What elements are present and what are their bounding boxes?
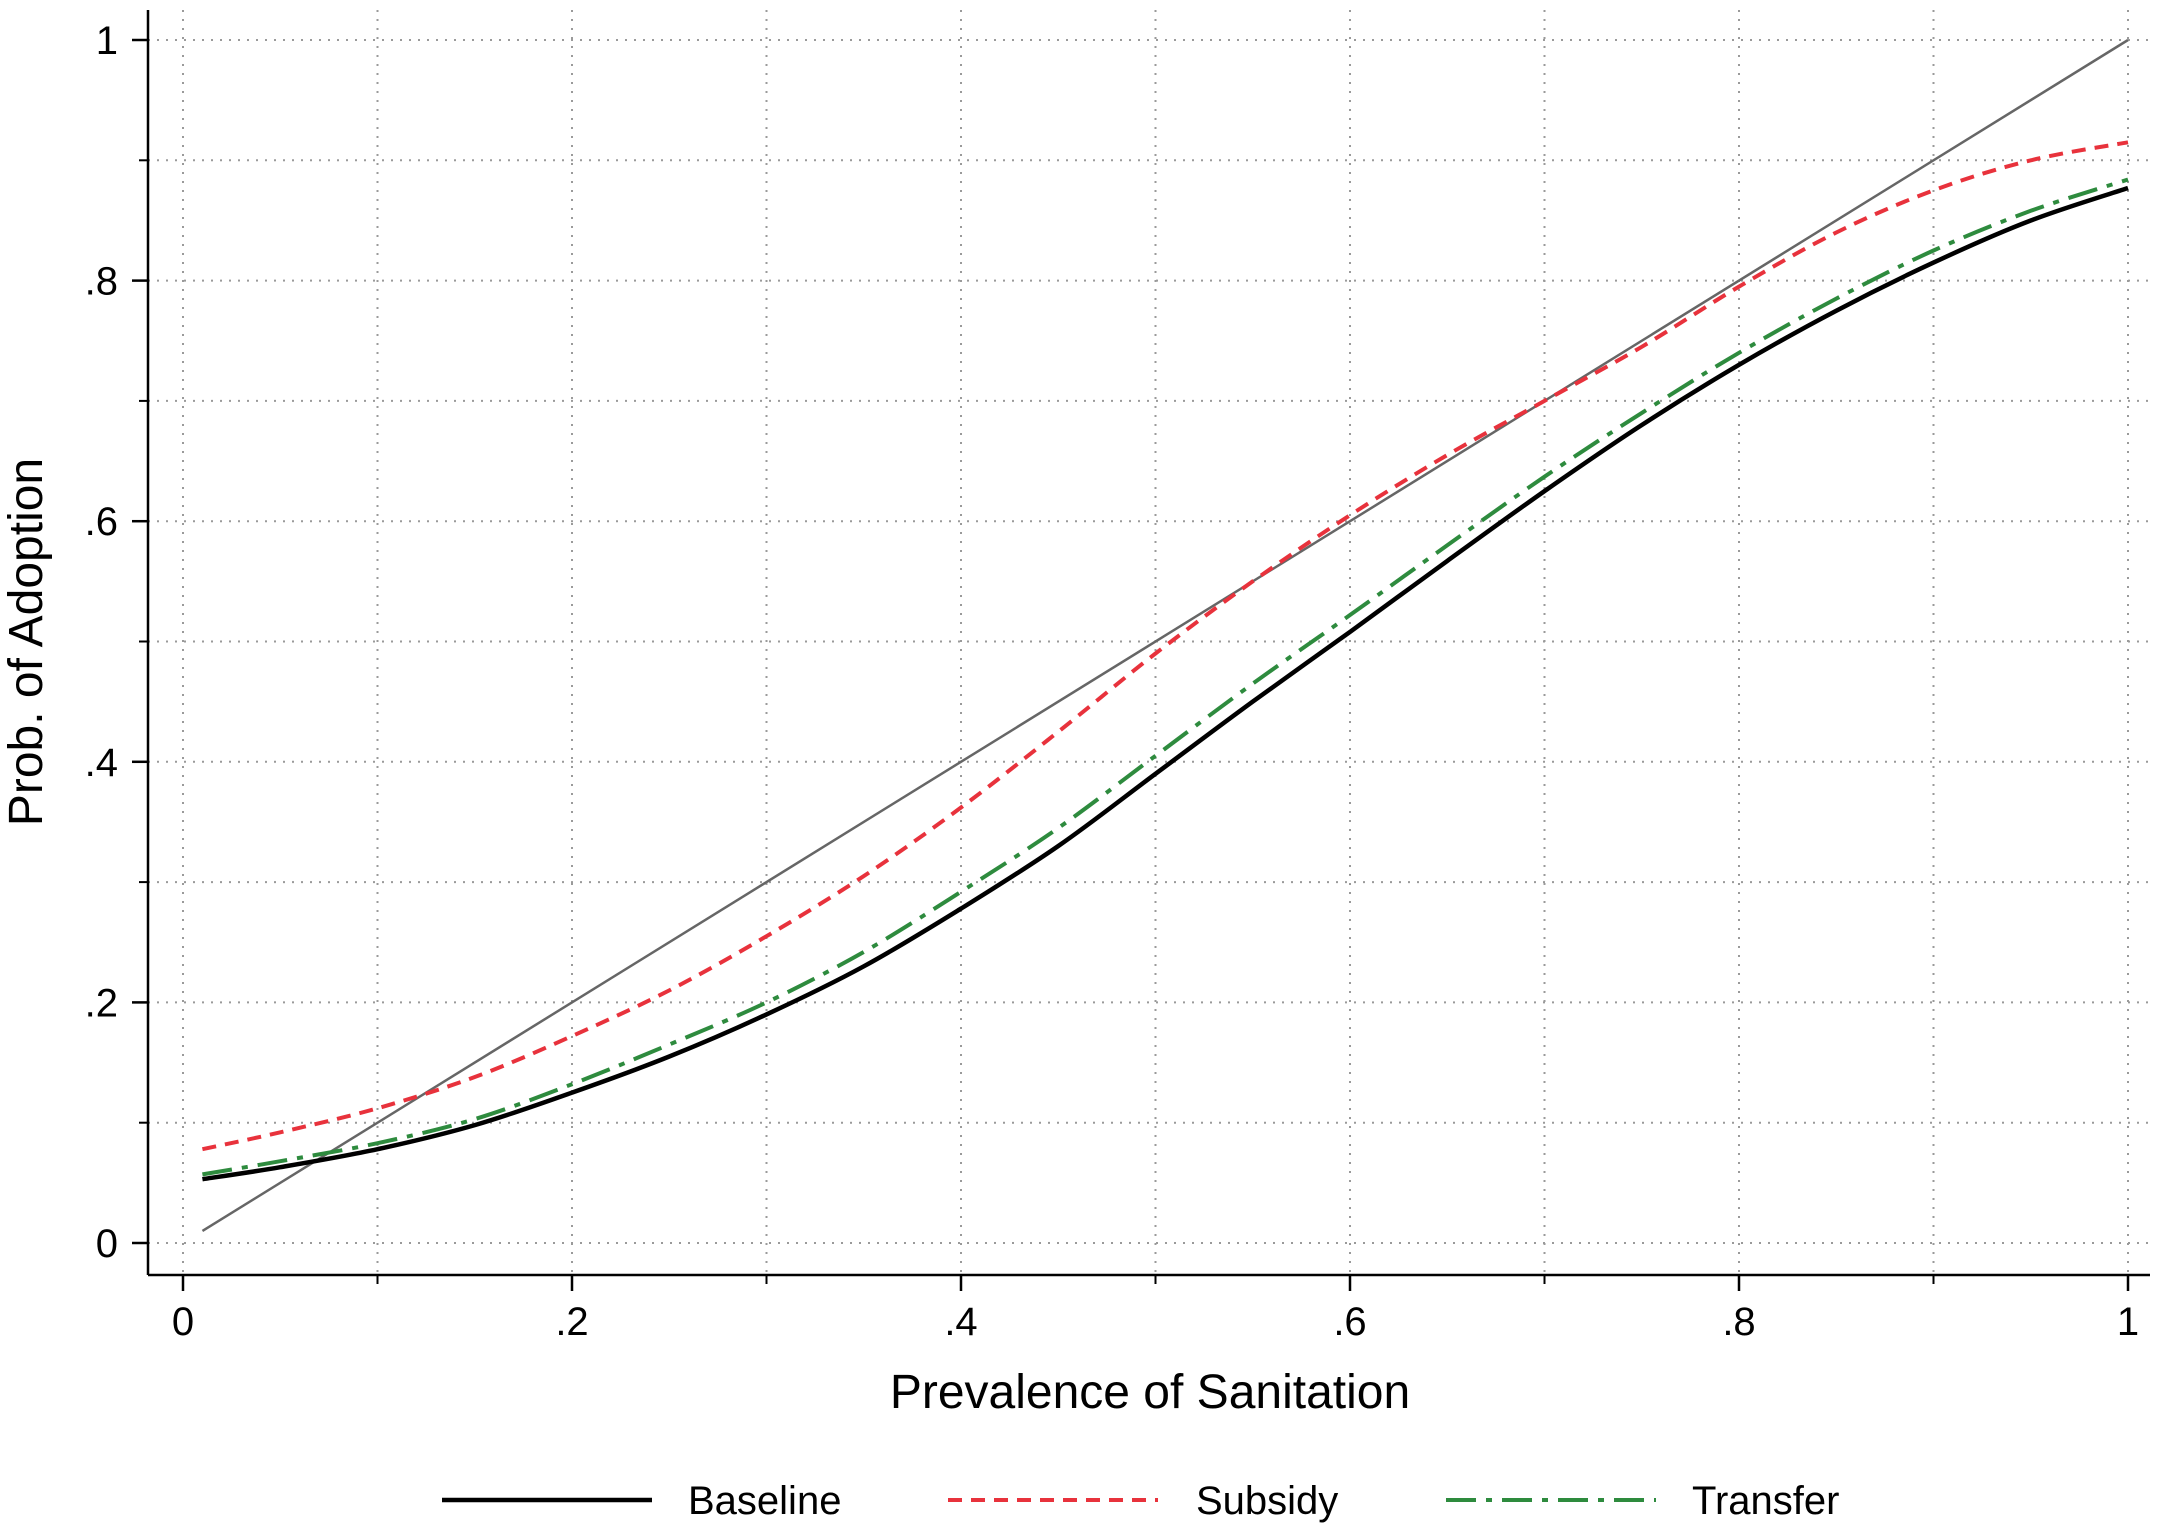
y-tick-label: .8 — [85, 260, 118, 304]
x-tick-label: .8 — [1722, 1300, 1755, 1344]
gridlines — [148, 10, 2150, 1275]
legend-label-transfer: Transfer — [1692, 1479, 1839, 1523]
x-tick-label: 0 — [172, 1300, 194, 1344]
ticks: 0 .2 .4 .6 .8 1 0 .2 .4 .6 .8 1 — [85, 19, 2139, 1344]
reference-line — [201, 38, 2129, 1233]
x-tick-label: .6 — [1333, 1300, 1366, 1344]
legend-label-subsidy: Subsidy — [1196, 1479, 1338, 1523]
series-lines — [201, 140, 2129, 1182]
series-line-subsidy — [201, 140, 2129, 1152]
legend: Baseline Subsidy Transfer — [442, 1479, 1839, 1523]
y-tick-label: .4 — [85, 741, 118, 785]
y-axis-title: Prob. of Adoption — [0, 458, 53, 826]
legend-label-baseline: Baseline — [688, 1479, 841, 1523]
x-tick-label: .2 — [555, 1300, 588, 1344]
x-tick-label: .4 — [944, 1300, 977, 1344]
y-tick-label: 1 — [96, 19, 118, 63]
y-tick-label: 0 — [96, 1222, 118, 1266]
y-tick-label: .6 — [85, 500, 118, 544]
series-line-baseline — [202, 185, 2129, 1182]
x-tick-label: 1 — [2117, 1300, 2139, 1344]
y-tick-label: .2 — [85, 981, 118, 1025]
reference-line-group — [201, 38, 2129, 1233]
x-axis-title: Prevalence of Sanitation — [890, 1366, 1410, 1419]
